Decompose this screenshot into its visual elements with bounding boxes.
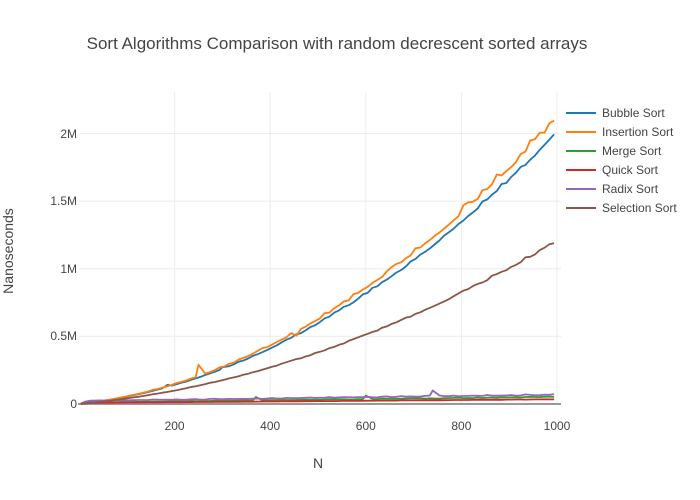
- legend-label: Insertion Sort: [602, 124, 674, 139]
- legend-label: Merge Sort: [602, 143, 662, 158]
- legend-label: Quick Sort: [602, 162, 659, 177]
- legend-item-radix-sort[interactable]: Radix Sort: [566, 179, 677, 198]
- x-tick-label: 600: [355, 419, 376, 433]
- legend-item-quick-sort[interactable]: Quick Sort: [566, 160, 677, 179]
- y-tick-label: 1.5M: [50, 194, 77, 209]
- y-tick-label: 0: [70, 397, 77, 411]
- series-line-insertion-sort[interactable]: [80, 119, 555, 405]
- y-axis-title: Nanoseconds: [0, 208, 16, 294]
- series-line-quick-sort[interactable]: [80, 398, 555, 405]
- legend-line-swatch: [566, 149, 596, 152]
- legend-label: Selection Sort: [602, 200, 677, 215]
- x-tick-label: 1000: [543, 419, 571, 433]
- y-tick-label: 2M: [60, 126, 77, 141]
- legend-item-merge-sort[interactable]: Merge Sort: [566, 141, 677, 160]
- legend-line-swatch: [566, 130, 596, 133]
- legend-item-insertion-sort[interactable]: Insertion Sort: [566, 122, 677, 141]
- x-axis-title: N: [312, 455, 324, 471]
- series-line-selection-sort[interactable]: [80, 242, 555, 405]
- legend-line-swatch: [566, 187, 596, 190]
- legend-item-selection-sort[interactable]: Selection Sort: [566, 198, 677, 217]
- legend-label: Bubble Sort: [602, 105, 665, 120]
- y-tick-label: 0.5M: [50, 329, 77, 344]
- chart-title: Sort Algorithms Comparison with random d…: [86, 34, 588, 53]
- legend-line-swatch: [566, 111, 596, 114]
- legend-line-swatch: [566, 168, 596, 171]
- x-tick-label: 800: [451, 419, 472, 433]
- legend: Bubble Sort Insertion Sort Merge Sort Quick…: [566, 103, 677, 217]
- legend-item-bubble-sort[interactable]: Bubble Sort: [566, 103, 677, 122]
- y-tick-label: 1M: [60, 261, 77, 276]
- x-tick-label: 200: [164, 419, 185, 433]
- legend-line-swatch: [566, 206, 596, 209]
- x-tick-label: 400: [260, 419, 281, 433]
- series-line-radix-sort[interactable]: [80, 389, 555, 405]
- legend-label: Radix Sort: [602, 181, 659, 196]
